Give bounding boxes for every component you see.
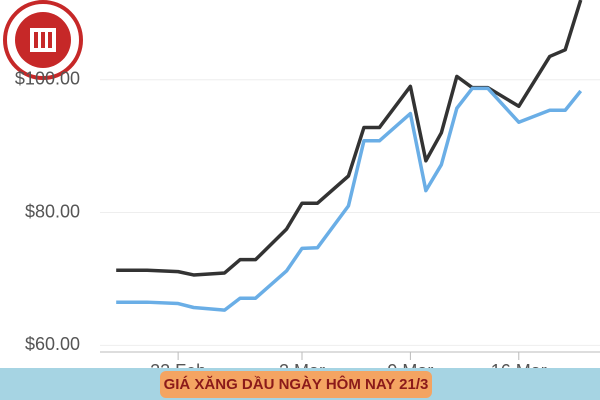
y-tick-label: $80.00 — [25, 201, 80, 221]
banner-text: GIÁ XĂNG DẦU NGÀY HÔM NAY 21/3 — [164, 375, 429, 393]
plot-layer: $60.00$80.00$100.0022 Feb2 Mar9 Mar16 Ma… — [15, 0, 600, 381]
logo — [3, 0, 83, 80]
y-tick-label: $100.00 — [15, 68, 80, 88]
series-line — [116, 0, 583, 277]
y-tick-label: $60.00 — [25, 334, 80, 354]
series-line — [116, 86, 583, 312]
banner-box — [160, 371, 432, 398]
